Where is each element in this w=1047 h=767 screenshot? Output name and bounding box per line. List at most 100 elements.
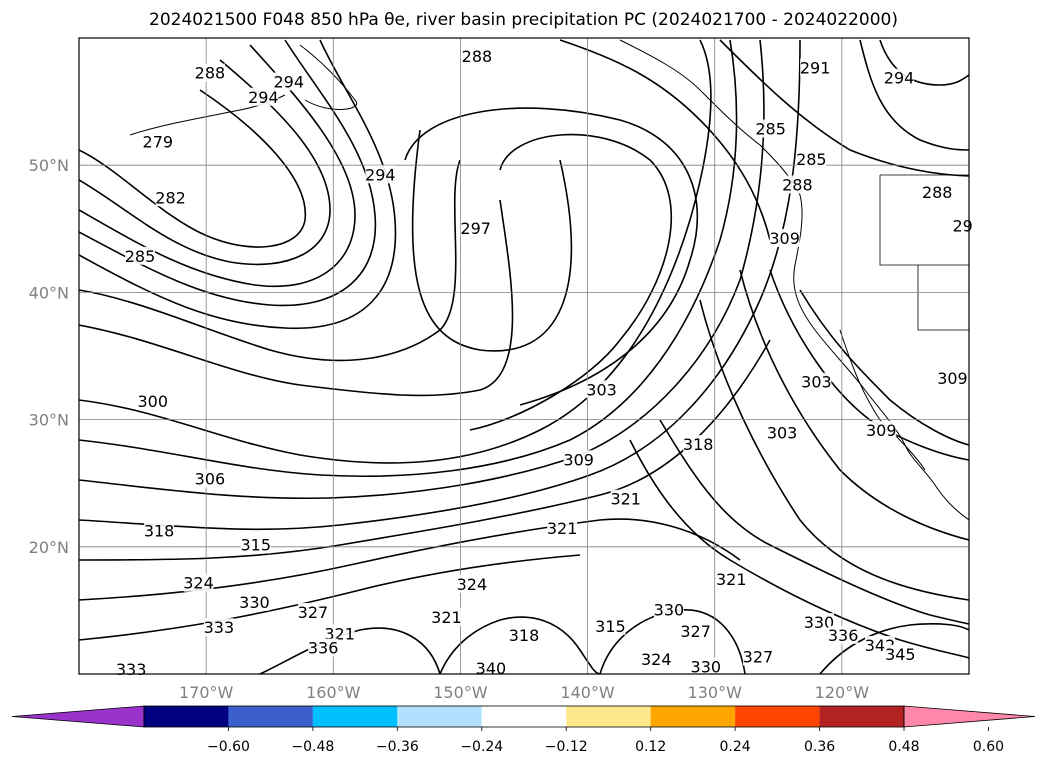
- contour-label: 297: [460, 218, 491, 238]
- contour-label: 330: [804, 613, 835, 632]
- contour-line: [819, 623, 969, 674]
- svg-text:279: 279: [143, 132, 174, 151]
- contour-label: 303: [586, 380, 617, 399]
- svg-text:285: 285: [755, 120, 786, 139]
- svg-text:288: 288: [782, 176, 813, 195]
- y-tick-label: 50°N: [29, 156, 69, 175]
- colorbar-tick-label: 0.12: [635, 739, 666, 755]
- svg-text:285: 285: [796, 150, 827, 169]
- contour-label: 285: [755, 119, 786, 139]
- contour-label: 282: [155, 188, 186, 207]
- contour-label: 315: [240, 535, 271, 555]
- contour-line: [719, 39, 969, 177]
- contour-label: 333: [204, 618, 235, 637]
- contour-label: 303: [801, 372, 832, 392]
- svg-text:309: 309: [866, 421, 897, 440]
- svg-text:336: 336: [828, 626, 859, 645]
- svg-text:340: 340: [476, 659, 507, 678]
- colorbar-swatch: [819, 706, 904, 727]
- contour-line: [879, 39, 969, 86]
- svg-text:294: 294: [884, 69, 915, 88]
- x-tick-label: 170°W: [179, 683, 234, 702]
- svg-text:318: 318: [509, 626, 540, 645]
- contour-line: [259, 627, 441, 674]
- contour-label: 327: [680, 622, 711, 641]
- chart-title: 2024021500 F048 850 hPa θe, river basin …: [149, 10, 898, 30]
- svg-text:324: 324: [457, 575, 488, 594]
- contour-line: [79, 44, 356, 288]
- svg-text:282: 282: [155, 188, 186, 207]
- colorbar-tick-label: −0.12: [545, 739, 588, 755]
- contour-label: 345: [885, 644, 916, 664]
- y-tick-label: 30°N: [29, 411, 69, 430]
- colorbar-swatch: [228, 706, 313, 727]
- contour-label: 294: [248, 87, 279, 107]
- svg-text:29: 29: [952, 216, 972, 235]
- x-tick-label: 130°W: [688, 683, 743, 702]
- colorbar-extend-low: [11, 705, 145, 728]
- contour-line: [79, 199, 514, 397]
- contour-label: 309: [769, 228, 800, 248]
- contour-label: 336: [308, 638, 338, 658]
- contour-line: [79, 39, 712, 464]
- svg-text:309: 309: [563, 450, 594, 469]
- contour-label: 285: [125, 246, 156, 266]
- contour-label: 285: [796, 150, 827, 169]
- contour-line: [629, 439, 969, 659]
- x-tick-label: 120°W: [815, 683, 870, 702]
- svg-text:324: 324: [183, 574, 214, 593]
- svg-text:294: 294: [248, 88, 279, 107]
- colorbar-swatch: [650, 706, 736, 727]
- svg-text:303: 303: [801, 373, 832, 392]
- svg-text:309: 309: [769, 229, 800, 248]
- colorbar-tick-label: 0.60: [973, 739, 1004, 755]
- svg-text:330: 330: [804, 613, 835, 632]
- contour-label: 324: [183, 573, 214, 593]
- y-tick-label: 40°N: [29, 283, 69, 302]
- contour-label: 318: [509, 625, 540, 645]
- svg-text:327: 327: [298, 603, 329, 622]
- contour-line: [79, 39, 377, 307]
- coastline: [839, 329, 926, 471]
- contour-label: 333: [116, 660, 147, 679]
- svg-text:288: 288: [462, 47, 493, 66]
- state-border: [879, 174, 969, 331]
- contour-label: 306: [195, 469, 225, 488]
- svg-text:333: 333: [116, 660, 147, 679]
- colorbar-tick-label: −0.36: [376, 739, 419, 755]
- contour-label: 294: [365, 165, 396, 184]
- y-axis-ticks: 20°N 30°N 40°N 50°N: [29, 156, 69, 557]
- contour-label: 327: [298, 602, 329, 622]
- contour-label: 321: [716, 569, 747, 589]
- svg-text:321: 321: [610, 490, 641, 509]
- colorbar-extend-high: [903, 705, 1036, 728]
- colorbar-tick-label: −0.24: [460, 739, 503, 755]
- contour-label: 288: [462, 47, 493, 66]
- svg-text:285: 285: [125, 247, 156, 266]
- svg-text:315: 315: [595, 617, 626, 636]
- svg-text:321: 321: [547, 519, 578, 538]
- colorbar: −0.60 −0.48 −0.36 −0.24 −0.12 0.12 0.24 0.36 0.4…: [11, 705, 1036, 755]
- contour-line: [559, 39, 771, 241]
- svg-text:303: 303: [767, 424, 798, 443]
- contour-line: [411, 129, 573, 352]
- contour-label: 330: [654, 600, 684, 619]
- contour-line: [79, 39, 738, 478]
- contour-label: 336: [828, 625, 859, 645]
- coastline: [619, 39, 969, 521]
- contour-label: 324: [457, 574, 488, 594]
- contour-label: 303: [767, 423, 798, 443]
- contour-label: 327: [743, 647, 773, 666]
- colorbar-tick-label: 0.24: [720, 739, 751, 755]
- colorbar-swatch: [566, 706, 651, 727]
- x-tick-label: 150°W: [433, 683, 488, 702]
- colorbar-tick-label: 0.36: [804, 739, 835, 755]
- contour-label: 294: [884, 68, 915, 88]
- contour-label: 321: [547, 518, 578, 538]
- svg-text:333: 333: [204, 618, 235, 637]
- contour-line: [659, 419, 969, 625]
- x-tick-label: 160°W: [306, 683, 361, 702]
- contour-line: [769, 269, 969, 461]
- contour-label: 315: [595, 616, 626, 636]
- svg-text:288: 288: [195, 64, 226, 83]
